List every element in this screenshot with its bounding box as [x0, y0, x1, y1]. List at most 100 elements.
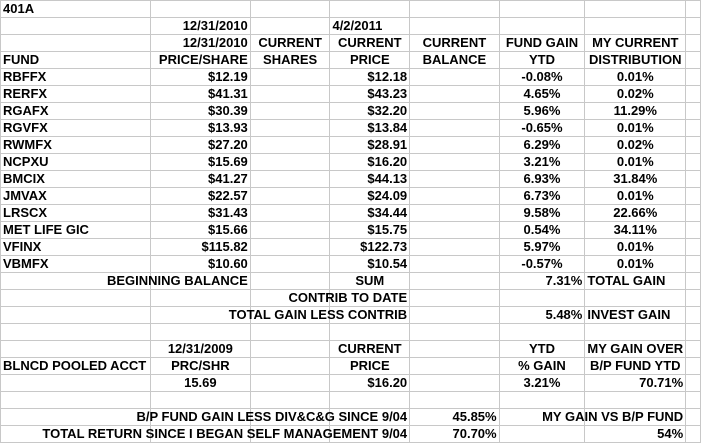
fund-current-shares[interactable]: [249, 119, 331, 137]
cell-empty[interactable]: [498, 425, 586, 443]
fund-price-share[interactable]: $30.39: [149, 102, 251, 120]
fund-current-shares[interactable]: [249, 170, 331, 188]
fund-current-shares[interactable]: [249, 238, 331, 256]
header-price[interactable]: PRICE: [329, 51, 411, 69]
cell-empty[interactable]: [584, 0, 687, 18]
cell-empty[interactable]: [685, 289, 701, 307]
cell-empty[interactable]: [149, 425, 251, 443]
fund-ytd-gain[interactable]: 5.97%: [498, 238, 586, 256]
fund-distribution[interactable]: 0.01%: [584, 255, 687, 273]
fund-current-balance[interactable]: [409, 136, 500, 154]
fund-current-price[interactable]: $34.44: [329, 204, 411, 222]
fund-name[interactable]: RGAFX: [0, 102, 151, 120]
cell-empty[interactable]: [498, 17, 586, 35]
bp-ytd-header[interactable]: YTD: [498, 340, 586, 358]
fund-price-share[interactable]: $10.60: [149, 255, 251, 273]
fund-ytd-gain[interactable]: 5.96%: [498, 102, 586, 120]
cell-empty[interactable]: [685, 85, 701, 103]
fund-name[interactable]: VFINX: [0, 238, 151, 256]
bp-account-name[interactable]: BLNCD POOLED ACCT: [0, 357, 151, 375]
cell-empty[interactable]: [409, 391, 500, 409]
cell-empty[interactable]: [149, 323, 251, 341]
bp-current-header[interactable]: CURRENT: [329, 340, 411, 358]
fund-current-balance[interactable]: [409, 85, 500, 103]
fund-ytd-gain[interactable]: 0.54%: [498, 221, 586, 239]
cell-empty[interactable]: [584, 17, 687, 35]
fund-current-balance[interactable]: [409, 221, 500, 239]
fund-price-share[interactable]: $27.20: [149, 136, 251, 154]
fund-current-shares[interactable]: [249, 153, 331, 171]
header-my-current[interactable]: MY CURRENT: [584, 34, 687, 52]
fund-distribution[interactable]: 0.01%: [584, 68, 687, 86]
cell-empty[interactable]: [149, 0, 251, 18]
header-current[interactable]: CURRENT: [329, 34, 411, 52]
cell-empty[interactable]: [249, 340, 331, 358]
cell-empty[interactable]: [584, 391, 687, 409]
fund-current-price[interactable]: $122.73: [329, 238, 411, 256]
fund-distribution[interactable]: 31.84%: [584, 170, 687, 188]
fund-name[interactable]: RERFX: [0, 85, 151, 103]
header-current[interactable]: CURRENT: [249, 34, 331, 52]
fund-current-shares[interactable]: [249, 136, 331, 154]
cell-empty[interactable]: [0, 374, 151, 392]
cell-empty[interactable]: [685, 391, 701, 409]
fund-current-price[interactable]: $12.18: [329, 68, 411, 86]
cell-empty[interactable]: [685, 357, 701, 375]
fund-distribution[interactable]: 0.01%: [584, 238, 687, 256]
fund-current-balance[interactable]: [409, 102, 500, 120]
fund-price-share[interactable]: $22.57: [149, 187, 251, 205]
fund-current-price[interactable]: $43.23: [329, 85, 411, 103]
cell-empty[interactable]: [685, 204, 701, 222]
cell-empty[interactable]: [409, 289, 500, 307]
cell-empty[interactable]: [0, 17, 151, 35]
total-gain-less-contrib-label[interactable]: TOTAL GAIN LESS CONTRIB: [229, 306, 411, 324]
cell-empty[interactable]: [685, 17, 701, 35]
fund-current-balance[interactable]: [409, 238, 500, 256]
fund-current-shares[interactable]: [249, 204, 331, 222]
fund-ytd-gain[interactable]: 6.93%: [498, 170, 586, 188]
header-fund[interactable]: FUND: [0, 51, 151, 69]
cell-empty[interactable]: [685, 221, 701, 239]
total-return-value[interactable]: 70.70%: [409, 425, 500, 443]
bp-date[interactable]: 12/31/2009: [149, 340, 251, 358]
bp-fund-ytd-header[interactable]: B/P FUND YTD: [584, 357, 687, 375]
cell-empty[interactable]: [685, 323, 701, 341]
cell-empty[interactable]: [409, 0, 500, 18]
bp-pct-gain-header[interactable]: % GAIN: [498, 357, 586, 375]
fund-distribution[interactable]: 0.02%: [584, 85, 687, 103]
fund-name[interactable]: RGVFX: [0, 119, 151, 137]
cell-empty[interactable]: [0, 306, 151, 324]
cell-empty[interactable]: [685, 306, 701, 324]
header-current[interactable]: CURRENT: [409, 34, 500, 52]
fund-name[interactable]: VBMFX: [0, 255, 151, 273]
fund-ytd-gain[interactable]: 9.58%: [498, 204, 586, 222]
fund-current-balance[interactable]: [409, 255, 500, 273]
fund-current-price[interactable]: $10.54: [329, 255, 411, 273]
cell-empty[interactable]: [409, 17, 500, 35]
cell-empty[interactable]: [249, 0, 331, 18]
cell-empty[interactable]: [0, 340, 151, 358]
header-price-date[interactable]: 12/31/2010: [149, 17, 251, 35]
cell-empty[interactable]: [409, 340, 500, 358]
fund-current-shares[interactable]: [249, 221, 331, 239]
fund-current-balance[interactable]: [409, 68, 500, 86]
fund-distribution[interactable]: 0.01%: [584, 153, 687, 171]
cell-empty[interactable]: [149, 391, 251, 409]
fund-current-balance[interactable]: [409, 170, 500, 188]
cell-empty[interactable]: [584, 323, 687, 341]
cell-empty[interactable]: [329, 391, 411, 409]
header-shares[interactable]: SHARES: [249, 51, 331, 69]
sum-label[interactable]: SUM: [329, 272, 411, 290]
cell-empty[interactable]: [409, 374, 500, 392]
fund-current-price[interactable]: $13.84: [329, 119, 411, 137]
fund-distribution[interactable]: 11.29%: [584, 102, 687, 120]
fund-ytd-gain[interactable]: 6.73%: [498, 187, 586, 205]
fund-price-share[interactable]: $115.82: [149, 238, 251, 256]
fund-name[interactable]: BMCIX: [0, 170, 151, 188]
fund-ytd-gain[interactable]: -0.65%: [498, 119, 586, 137]
fund-current-shares[interactable]: [249, 102, 331, 120]
cell-empty[interactable]: [0, 34, 151, 52]
fund-name[interactable]: NCPXU: [0, 153, 151, 171]
bp-price-value[interactable]: $16.20: [329, 374, 411, 392]
cell-empty[interactable]: [685, 408, 701, 426]
